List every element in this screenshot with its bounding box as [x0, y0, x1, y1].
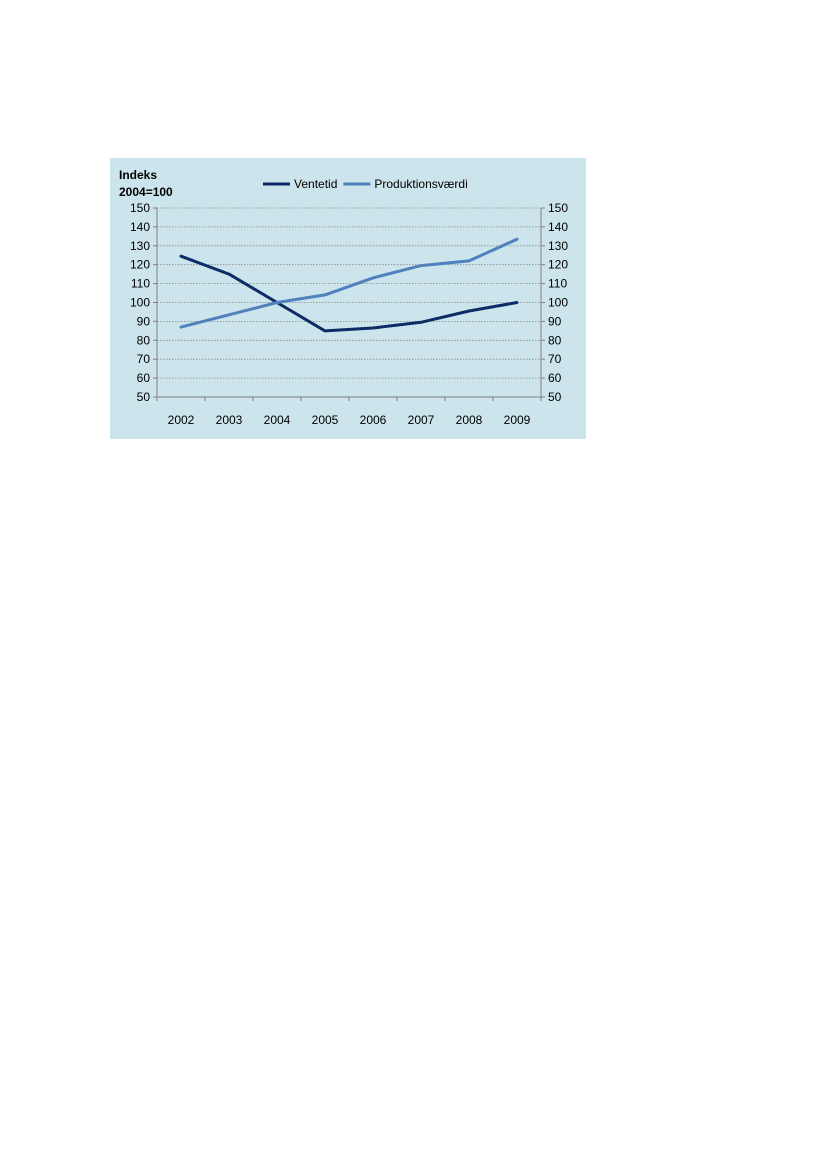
- left-axis-tick-label: 80: [137, 333, 151, 347]
- y-axis-label-line1: Indeks: [119, 168, 158, 182]
- x-axis-tick-label: 2005: [312, 413, 339, 427]
- right-axis-tick-label: 120: [548, 258, 568, 272]
- right-axis-tick-label: 110: [548, 277, 567, 291]
- right-axis-tick-label: 80: [548, 333, 562, 347]
- series-line-produktionsværdi: [179, 237, 519, 329]
- chart-panel: Indeks 2004=100 50 50 60 60 70 70 80 80 90 90 100 1…: [110, 158, 586, 439]
- x-axis-tick-label: 2002: [168, 413, 195, 427]
- left-axis-tick-label: 120: [130, 258, 150, 272]
- line-chart: 50 50 60 60 70 70 80 80 90 90 100 100 110 110 120 120 13…: [130, 177, 568, 427]
- left-axis-tick-label: 50: [137, 390, 151, 404]
- legend-label-ventetid: Ventetid: [294, 177, 337, 191]
- x-axis-tick-label: 2008: [456, 413, 483, 427]
- x-axis-tick-label: 2007: [408, 413, 435, 427]
- x-axis-tick-label: 2004: [264, 413, 291, 427]
- right-axis-tick-label: 50: [548, 390, 562, 404]
- legend-label-produktionsværdi: Produktionsværdi: [374, 177, 467, 191]
- right-axis-tick-label: 60: [548, 371, 562, 385]
- left-axis-tick-label: 110: [131, 277, 150, 291]
- right-axis-tick-label: 130: [548, 239, 568, 253]
- right-axis-tick-label: 90: [548, 314, 562, 328]
- left-axis-tick-label: 100: [130, 296, 150, 310]
- x-axis-tick-label: 2009: [504, 413, 531, 427]
- left-axis-tick-label: 140: [130, 220, 150, 234]
- right-axis-tick-label: 70: [548, 352, 562, 366]
- series-line-ventetid: [179, 254, 519, 333]
- right-axis-tick-label: 100: [548, 296, 568, 310]
- x-axis-tick-label: 2003: [216, 413, 243, 427]
- right-axis-tick-label: 140: [548, 220, 568, 234]
- x-axis-tick-label: 2006: [360, 413, 387, 427]
- left-axis-tick-label: 130: [130, 239, 150, 253]
- left-axis-tick-label: 70: [137, 352, 151, 366]
- y-axis-label-line2: 2004=100: [119, 185, 173, 199]
- left-axis-tick-label: 150: [130, 201, 150, 215]
- left-axis-tick-label: 60: [137, 371, 151, 385]
- left-axis-tick-label: 90: [137, 314, 151, 328]
- right-axis-tick-label: 150: [548, 201, 568, 215]
